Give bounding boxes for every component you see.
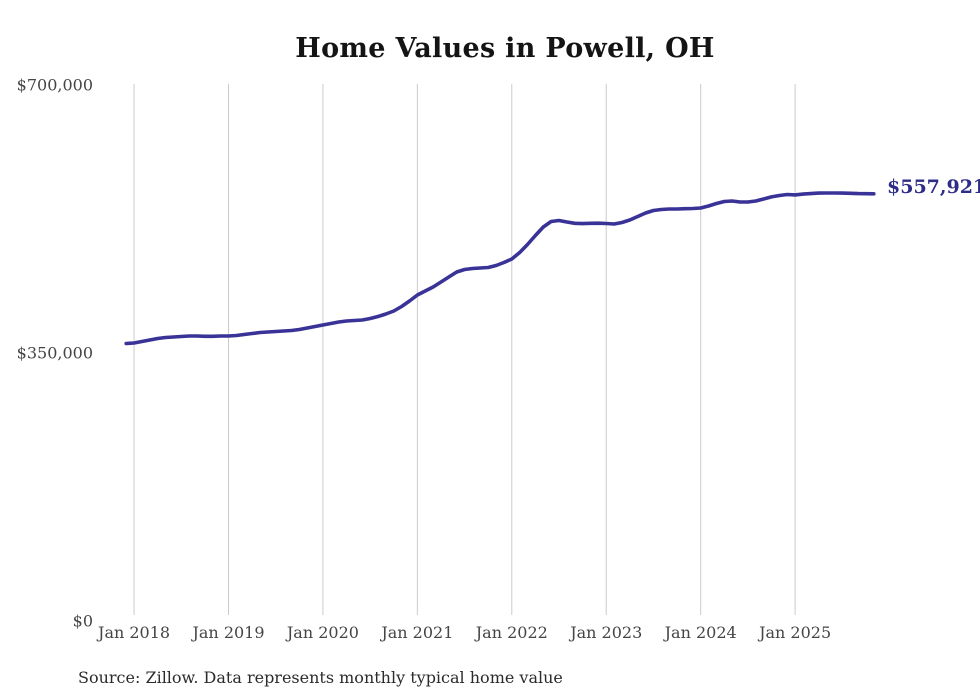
x-tick-label: Jan 2018 — [96, 623, 170, 642]
y-tick-label: $700,000 — [17, 76, 93, 95]
x-tick-label: Jan 2022 — [474, 623, 548, 642]
chart-title: Home Values in Powell, OH — [295, 33, 715, 64]
x-tick-label: Jan 2024 — [663, 623, 737, 642]
x-tick-label: Jan 2019 — [190, 623, 264, 642]
current-value-label: $557,921 — [887, 176, 980, 198]
x-tick-label: Jan 2023 — [568, 623, 642, 642]
x-tick-label: Jan 2020 — [285, 623, 359, 642]
y-tick-label: $350,000 — [17, 344, 93, 363]
source-note: Source: Zillow. Data represents monthly … — [78, 668, 563, 687]
y-tick-label: $0 — [73, 612, 93, 631]
x-tick-label: Jan 2021 — [379, 623, 453, 642]
home-value-line — [124, 191, 876, 346]
x-tick-label: Jan 2025 — [757, 623, 831, 642]
